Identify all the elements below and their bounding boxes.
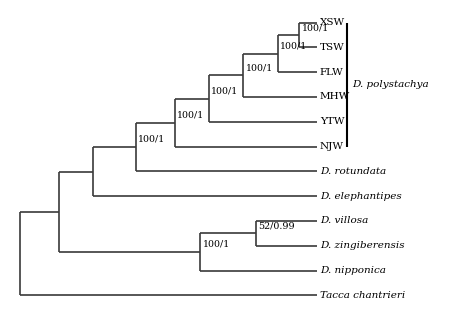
Text: 52/0.99: 52/0.99 <box>258 221 295 230</box>
Text: FLW: FLW <box>320 68 344 77</box>
Text: 100/1: 100/1 <box>246 63 273 72</box>
Text: 100/1: 100/1 <box>138 135 165 144</box>
Text: D. elephantipes: D. elephantipes <box>320 192 401 201</box>
Text: 100/1: 100/1 <box>211 87 238 95</box>
Text: D. nipponica: D. nipponica <box>320 266 386 275</box>
Text: D. rotundata: D. rotundata <box>320 167 386 176</box>
Text: D. zingiberensis: D. zingiberensis <box>320 241 405 250</box>
Text: MHW: MHW <box>320 93 350 101</box>
Text: D. villosa: D. villosa <box>320 217 368 225</box>
Text: D. polystachya: D. polystachya <box>352 80 428 89</box>
Text: 100/1: 100/1 <box>177 110 204 120</box>
Text: YTW: YTW <box>320 117 345 126</box>
Text: 100/1: 100/1 <box>202 240 230 249</box>
Text: Tacca chantrieri: Tacca chantrieri <box>320 291 405 300</box>
Text: TSW: TSW <box>320 43 345 52</box>
Text: NJW: NJW <box>320 142 344 151</box>
Text: 100/1: 100/1 <box>301 23 328 32</box>
Text: XSW: XSW <box>320 18 345 27</box>
Text: 100/1: 100/1 <box>280 42 307 51</box>
